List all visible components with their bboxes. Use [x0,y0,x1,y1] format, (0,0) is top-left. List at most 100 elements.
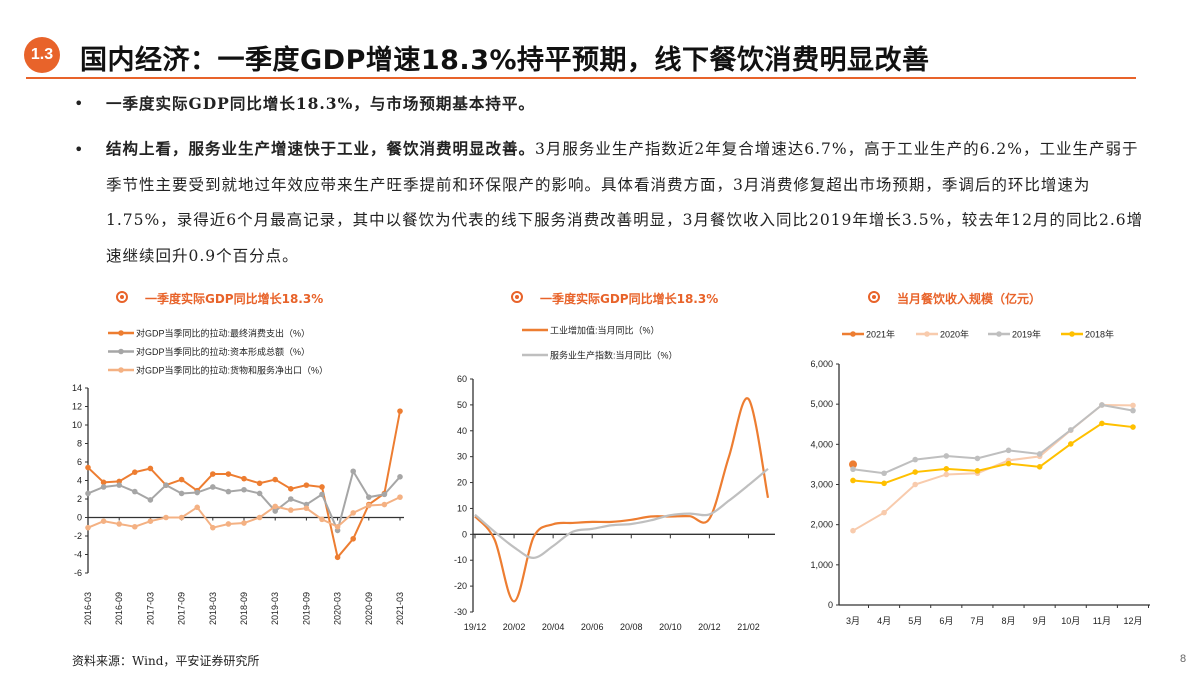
series-line-2-1 [474,397,770,603]
x-tick-label: 11月 [1093,616,1111,626]
data-point [943,471,950,478]
data-point [163,482,169,488]
data-point [225,488,232,495]
x-tick-label: 6月 [939,616,953,626]
data-point [147,518,154,524]
y-tick-label: 60 [457,374,467,384]
x-tick-label: 10月 [1061,616,1080,626]
data-point [334,554,341,561]
legend-label: 2020年 [940,329,969,340]
bullet-2: 结构上看，服务业生产增速快于工业，餐饮消费明显改善。3月服务业生产指数近2年复合… [106,131,1146,274]
x-tick-label: 2017-03 [145,592,155,625]
data-point [881,480,887,487]
bullet-dot: • [74,94,84,113]
data-point [1036,451,1043,457]
data-point [943,466,950,472]
data-point [225,471,232,477]
y-tick-label: -4 [74,550,82,560]
data-point [147,465,154,472]
data-point [163,514,169,521]
data-point [272,503,279,510]
y-tick-label: 40 [457,426,467,436]
data-point [319,516,325,523]
data-point [1099,420,1105,427]
data-point [1099,402,1105,408]
data-point [350,535,357,542]
data-point [1005,447,1012,454]
data-point [1130,424,1136,430]
x-tick-label: 2019-09 [301,592,311,625]
x-tick-label: 12月 [1123,616,1142,626]
data-point [850,527,856,534]
y-tick-label: 3,000 [810,480,833,490]
data-point [116,482,122,488]
chart3-title: 当月餐饮收入规模（亿元） [897,292,1042,306]
y-tick-label: 1,000 [810,560,833,570]
data-point [210,524,216,531]
series-line-3-3 [852,403,1134,475]
data-point [1067,427,1074,433]
x-tick-label: 3月 [846,616,860,626]
data-point [1005,460,1012,467]
y-tick-label: 2,000 [810,520,833,530]
x-tick-label: 7月 [970,616,984,626]
chart-title-icon [116,291,128,303]
data-point [912,469,919,475]
data-point [334,523,341,530]
data-point [303,482,310,488]
y-tick-label: 12 [72,402,82,412]
bullet-1: 一季度实际GDP同比增长18.3%，与市场预期基本持平。 [106,86,1146,123]
data-point [288,486,294,492]
data-point [100,518,107,524]
data-point [225,521,232,527]
data-point [147,497,154,503]
x-tick-label: 2020-09 [364,592,374,625]
data-point [85,524,91,531]
x-tick-label: 2019-03 [270,592,280,625]
x-tick-label: 2017-09 [177,592,187,625]
data-point [350,468,357,475]
x-tick-label: 2018-03 [208,592,218,625]
series-line-3-4 [852,422,1134,485]
x-tick-label: 20/02 [503,622,526,632]
data-point [272,508,279,514]
data-point [881,470,887,477]
legend-label: 工业增加值:当月同比（%） [550,325,660,336]
data-point [194,489,200,496]
x-tick-label: 20/06 [581,622,604,632]
x-tick-label: 2021-03 [395,592,405,625]
y-tick-label: 10 [72,420,82,430]
data-point [849,460,857,469]
data-point [241,520,247,526]
data-point [100,484,107,490]
x-tick-label: 20/10 [659,622,682,632]
data-point [116,521,122,527]
legend-marker [850,331,856,337]
data-point [912,456,919,463]
data-point [272,476,279,483]
data-point [256,490,263,497]
data-point [178,490,185,497]
y-tick-label: -10 [454,555,467,565]
y-tick-label: -2 [74,531,82,541]
x-tick-label: 9月 [1033,616,1047,626]
data-point [850,477,856,484]
y-tick-label: 0 [462,529,467,539]
x-tick-label: 19/12 [464,622,487,632]
y-tick-label: -30 [454,607,467,617]
data-point [178,476,185,483]
legend-label: 服务业生产指数:当月同比（%） [550,350,678,361]
x-tick-label: 2018-09 [239,592,249,625]
data-point [381,501,388,508]
y-tick-label: 50 [457,400,467,410]
y-tick-label: -6 [74,568,82,578]
x-tick-label: 20/04 [542,622,565,632]
data-point [210,484,216,490]
title-divider [26,77,1136,79]
data-point [210,471,216,477]
legend-marker [924,331,930,337]
legend-marker [996,331,1002,337]
legend-marker [118,330,124,336]
data-point [974,468,981,474]
